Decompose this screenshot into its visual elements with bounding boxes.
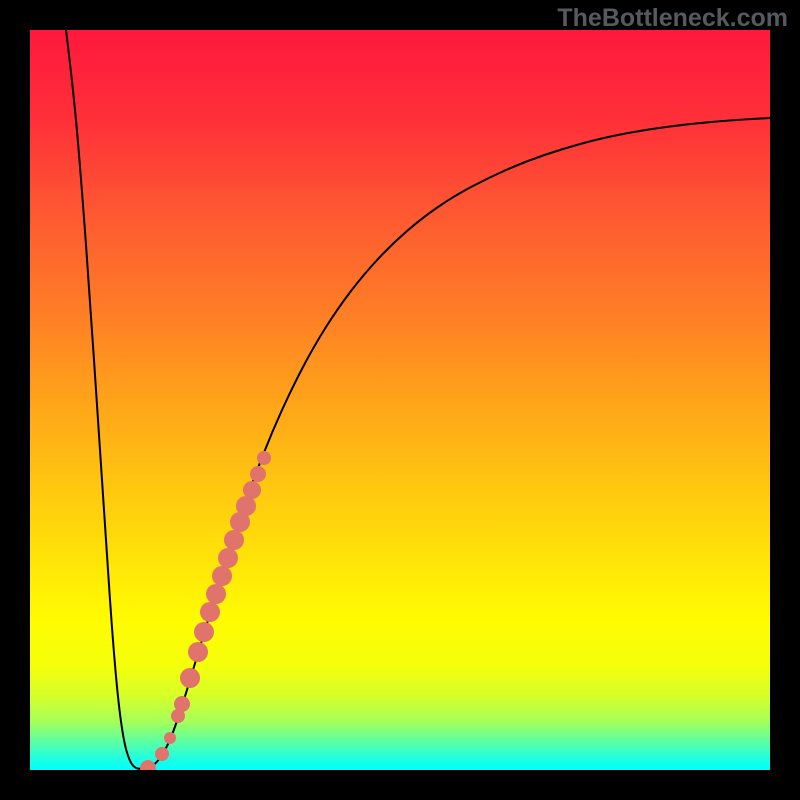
data-marker <box>194 622 214 642</box>
data-marker <box>243 481 261 499</box>
data-marker <box>257 451 271 465</box>
watermark-text: TheBottleneck.com <box>557 4 788 33</box>
data-marker <box>180 668 200 688</box>
data-marker <box>218 548 238 568</box>
data-marker <box>236 496 256 516</box>
chart-container: TheBottleneck.com <box>0 0 800 800</box>
data-marker <box>155 747 169 761</box>
data-marker <box>212 566 232 586</box>
data-marker <box>224 530 244 550</box>
data-marker <box>174 696 190 712</box>
data-marker <box>250 466 266 482</box>
data-marker <box>188 642 208 662</box>
data-marker <box>164 732 176 744</box>
gradient-background <box>30 30 770 770</box>
data-marker <box>200 602 220 622</box>
bottleneck-chart <box>0 0 800 800</box>
data-marker <box>206 584 226 604</box>
